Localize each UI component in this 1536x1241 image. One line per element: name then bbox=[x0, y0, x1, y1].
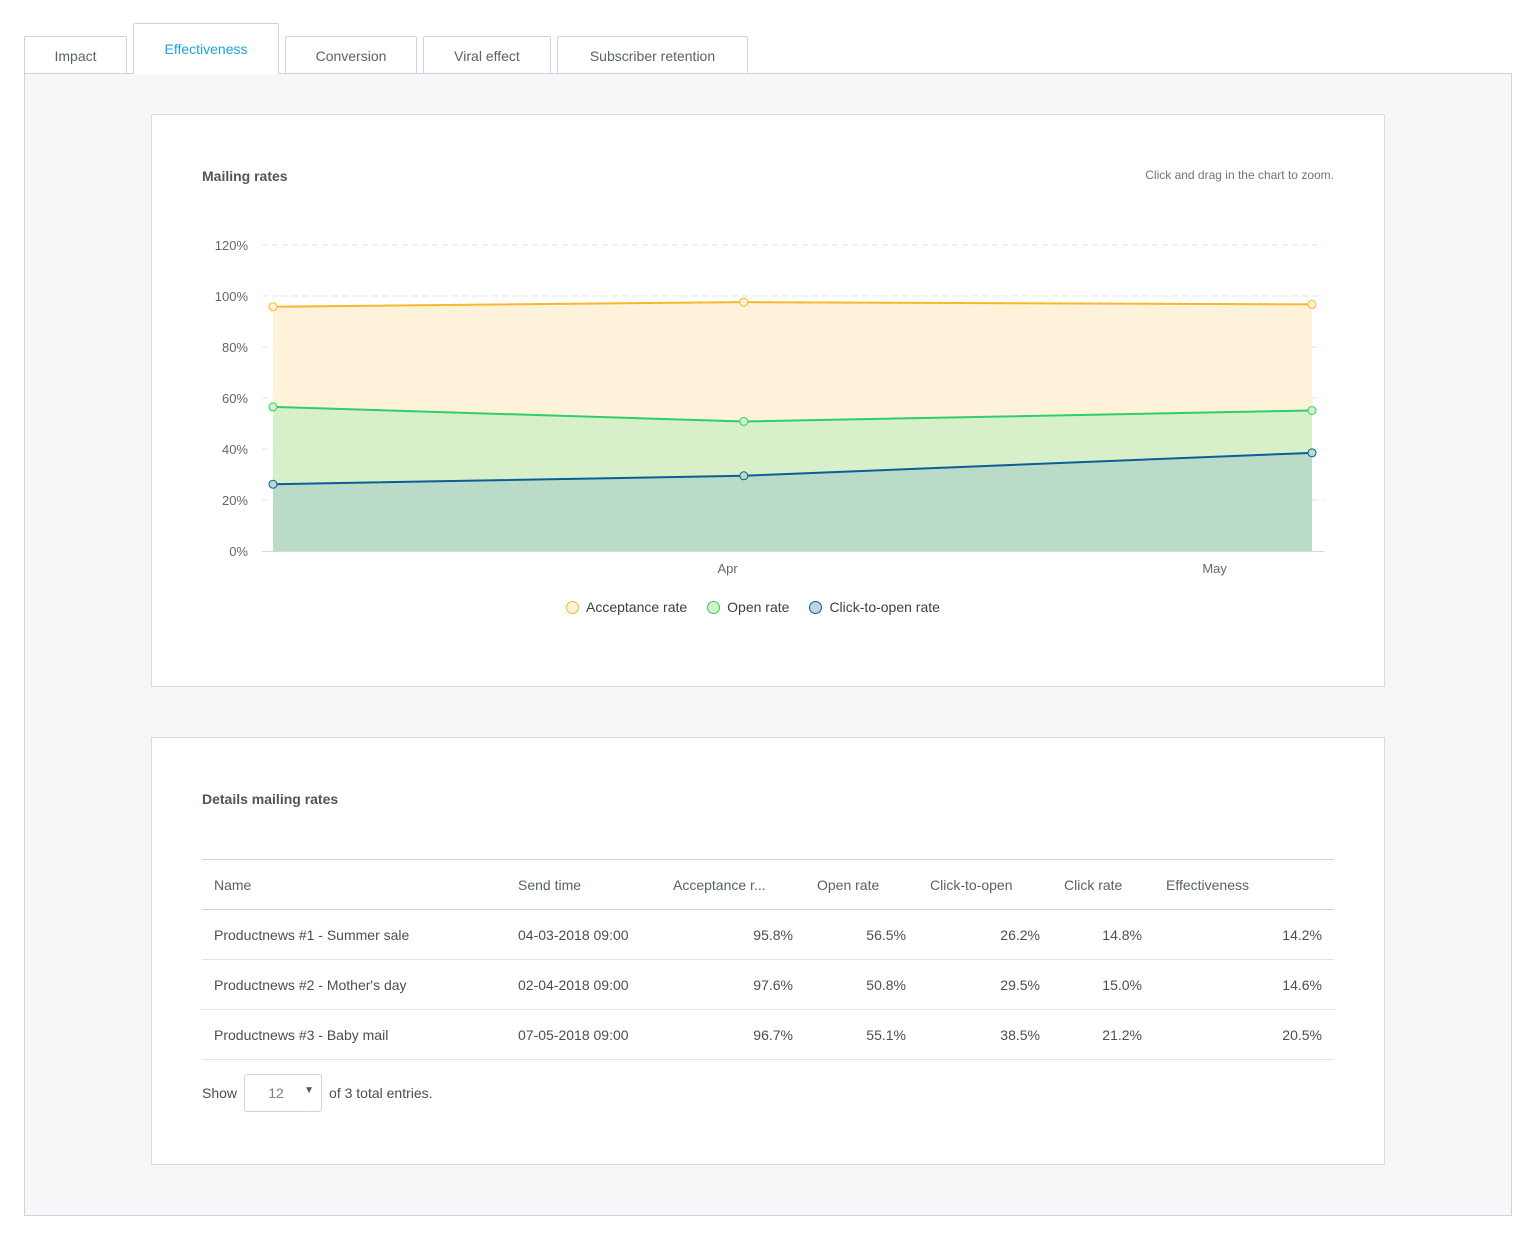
cell-acceptance-rate: 96.7% bbox=[661, 1009, 805, 1060]
cell-effectiveness: 14.6% bbox=[1154, 959, 1334, 1010]
page-size-value: 12 bbox=[268, 1085, 284, 1101]
legend-marker-open-rate bbox=[707, 600, 721, 614]
cell-open-rate: 55.1% bbox=[805, 1009, 918, 1060]
x-tick-label: Apr bbox=[717, 561, 738, 576]
cell-click-to-open: 38.5% bbox=[918, 1009, 1052, 1060]
data-point-acceptance-rate bbox=[1307, 299, 1317, 309]
entries-count-text: of 3 total entries. bbox=[329, 1085, 433, 1101]
data-point-open-rate bbox=[268, 402, 278, 412]
legend-label-acceptance-rate: Acceptance rate bbox=[586, 599, 688, 615]
tab-viral-effect[interactable]: Viral effect bbox=[423, 36, 551, 74]
show-label: Show bbox=[202, 1085, 238, 1101]
cell-click-rate: 14.8% bbox=[1052, 909, 1154, 960]
y-tick-label: 60% bbox=[222, 391, 248, 406]
y-tick-label: 0% bbox=[229, 544, 248, 559]
cell-click-rate: 15.0% bbox=[1052, 959, 1154, 1010]
column-header-click-to-open[interactable]: Click-to-open bbox=[918, 859, 1052, 910]
tab-panel: Mailing rates Click and drag in the char… bbox=[24, 73, 1512, 1216]
data-point-click-to-open-rate bbox=[268, 479, 278, 489]
cell-effectiveness: 20.5% bbox=[1154, 1009, 1334, 1060]
column-header-acceptance-rate[interactable]: Acceptance r... bbox=[661, 859, 805, 910]
details-title: Details mailing rates bbox=[202, 791, 339, 807]
data-point-click-to-open-rate bbox=[739, 471, 749, 481]
tab-subscriber-retention[interactable]: Subscriber retention bbox=[557, 36, 748, 74]
chevron-down-icon: ▼ bbox=[304, 1085, 315, 1096]
cell-open-rate: 56.5% bbox=[805, 909, 918, 960]
cell-name: Productnews #2 - Mother's day bbox=[202, 959, 506, 1010]
legend-marker-acceptance-rate bbox=[566, 600, 579, 614]
page-size-select[interactable]: 12 ▼ bbox=[244, 1074, 323, 1112]
data-point-open-rate bbox=[1307, 405, 1317, 415]
legend-item-click-to-open-rate[interactable]: Click-to-open rate bbox=[809, 599, 940, 615]
y-tick-label: 100% bbox=[215, 289, 249, 304]
data-point-open-rate bbox=[739, 416, 749, 426]
cell-name: Productnews #1 - Summer sale bbox=[202, 909, 506, 960]
data-point-acceptance-rate bbox=[739, 297, 749, 307]
y-tick-label: 20% bbox=[222, 493, 248, 508]
table-header-row: Name Send time Acceptance r... Open rate… bbox=[202, 859, 1334, 910]
x-tick-label: May bbox=[1202, 561, 1227, 576]
zoom-hint: Click and drag in the chart to zoom. bbox=[1145, 168, 1334, 182]
y-tick-label: 40% bbox=[222, 442, 248, 457]
chart-card: Mailing rates Click and drag in the char… bbox=[151, 114, 1385, 687]
cell-click-rate: 21.2% bbox=[1052, 1009, 1154, 1060]
cell-effectiveness: 14.2% bbox=[1154, 909, 1334, 960]
column-header-name[interactable]: Name bbox=[202, 859, 506, 910]
area-click-to-open-rate bbox=[273, 452, 1312, 551]
data-point-acceptance-rate bbox=[268, 302, 278, 312]
column-header-effectiveness[interactable]: Effectiveness bbox=[1154, 859, 1334, 910]
mailing-rates-chart[interactable]: 0% 20% 40% 60% 80% 100% 120% Apr May bbox=[152, 215, 1384, 685]
cell-send-time: 04-03-2018 09:00 bbox=[506, 909, 661, 960]
tab-effectiveness[interactable]: Effectiveness bbox=[133, 23, 279, 74]
details-card: Details mailing rates Name Send time Acc… bbox=[151, 737, 1385, 1165]
legend-item-acceptance-rate[interactable]: Acceptance rate bbox=[566, 599, 687, 615]
data-point-click-to-open-rate bbox=[1307, 448, 1317, 458]
tab-conversion[interactable]: Conversion bbox=[285, 36, 417, 74]
chart-title: Mailing rates bbox=[202, 168, 288, 184]
y-tick-label: 120% bbox=[215, 238, 249, 253]
chart-legend: Acceptance rate Open rate Click-to-open … bbox=[566, 597, 960, 617]
cell-name: Productnews #3 - Baby mail bbox=[202, 1009, 506, 1060]
cell-send-time: 02-04-2018 09:00 bbox=[506, 959, 661, 1010]
legend-label-open-rate: Open rate bbox=[727, 599, 790, 615]
table-row[interactable]: Productnews #1 - Summer sale 04-03-2018 … bbox=[202, 909, 1334, 960]
legend-label-click-to-open-rate: Click-to-open rate bbox=[829, 599, 940, 615]
cell-acceptance-rate: 95.8% bbox=[661, 909, 805, 960]
table-row[interactable]: Productnews #2 - Mother's day 02-04-2018… bbox=[202, 959, 1334, 1010]
mailing-rates-table: Name Send time Acceptance r... Open rate… bbox=[202, 859, 1334, 1060]
table-row[interactable]: Productnews #3 - Baby mail 07-05-2018 09… bbox=[202, 1009, 1334, 1060]
tab-bar: Impact Effectiveness Conversion Viral ef… bbox=[24, 22, 754, 74]
pagination-row: Show 12 ▼ of 3 total entries. bbox=[202, 1074, 433, 1112]
y-tick-label: 80% bbox=[222, 340, 248, 355]
legend-marker-click-to-open-rate bbox=[809, 600, 823, 614]
cell-open-rate: 50.8% bbox=[805, 959, 918, 1010]
cell-click-to-open: 26.2% bbox=[918, 909, 1052, 960]
column-header-open-rate[interactable]: Open rate bbox=[805, 859, 918, 910]
legend-item-open-rate[interactable]: Open rate bbox=[707, 599, 789, 615]
cell-acceptance-rate: 97.6% bbox=[661, 959, 805, 1010]
cell-click-to-open: 29.5% bbox=[918, 959, 1052, 1010]
column-header-send-time[interactable]: Send time bbox=[506, 859, 661, 910]
tab-impact[interactable]: Impact bbox=[24, 36, 127, 74]
column-header-click-rate[interactable]: Click rate bbox=[1052, 859, 1154, 910]
cell-send-time: 07-05-2018 09:00 bbox=[506, 1009, 661, 1060]
